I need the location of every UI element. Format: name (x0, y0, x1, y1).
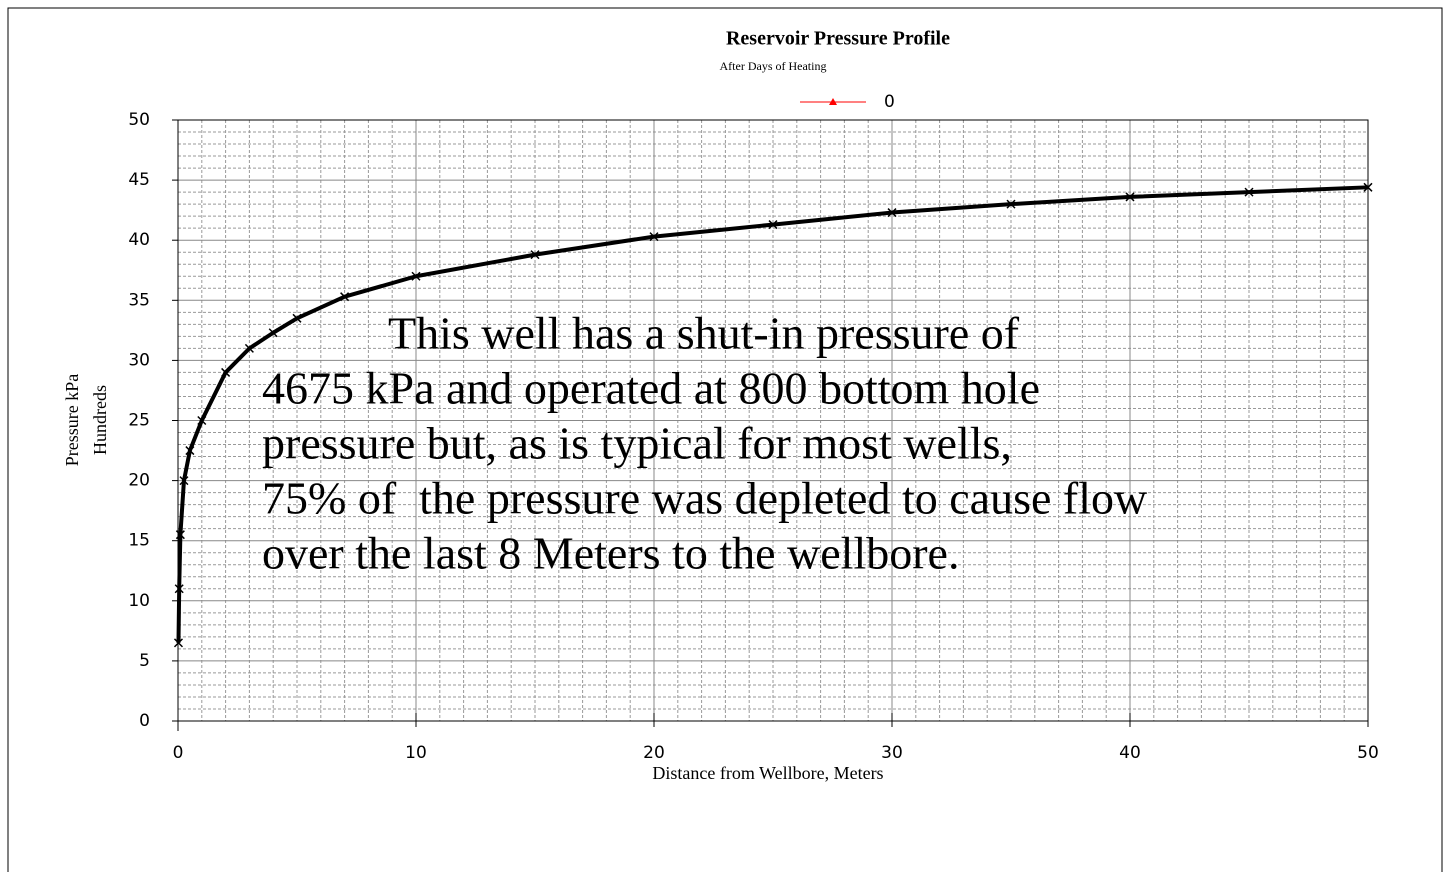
frame (7, 7, 1443, 872)
point-marker (174, 584, 184, 594)
point-marker (530, 250, 540, 260)
y-axis-label: Hundreds (90, 385, 110, 455)
point-marker (1363, 182, 1373, 192)
point-marker (1006, 199, 1016, 209)
x-tick-label: 30 (881, 743, 903, 763)
y-tick-label: 30 (128, 350, 150, 370)
y-tick-label: 20 (128, 471, 150, 491)
y-tick-label: 10 (128, 591, 150, 611)
annotation: 75% of the pressure was depleted to caus… (262, 473, 1148, 524)
y-axis-label: Pressure kPa (62, 374, 82, 467)
point-marker (411, 271, 421, 281)
x-tick-label: 20 (643, 743, 665, 763)
point-marker (1244, 187, 1254, 197)
y-tick-label: 5 (139, 651, 150, 671)
point-marker (887, 208, 897, 218)
y-tick-label: 25 (128, 411, 150, 431)
annotation: pressure but, as is typical for most wel… (262, 418, 1012, 469)
point-marker (179, 476, 189, 486)
data-line (176, 185, 1369, 643)
y-tick-label: 0 (139, 711, 150, 731)
x-tick-label: 50 (1357, 743, 1379, 763)
point-marker (649, 232, 659, 242)
annotation: 4675 kPa and operated at 800 bottom hole (262, 363, 1040, 414)
y-tick-label: 15 (128, 531, 150, 551)
point-marker (185, 446, 195, 456)
x-tick-label: 10 (405, 743, 427, 763)
legend-label: 0 (884, 92, 895, 112)
x-tick-label: 40 (1119, 743, 1141, 763)
point-marker (173, 638, 184, 648)
chart-subtitle: After Days of Heating (720, 59, 827, 73)
point-marker (292, 313, 302, 323)
point-marker (197, 415, 207, 426)
point-marker (768, 220, 778, 230)
legend-marker (829, 98, 837, 105)
y-tick-label: 35 (128, 290, 150, 310)
annotation: over the last 8 Meters to the wellbore. (262, 528, 959, 579)
x-axis-label: Distance from Wellbore, Meters (652, 763, 883, 783)
y-tick-label: 45 (128, 170, 150, 190)
chart-title: Reservoir Pressure Profile (726, 28, 950, 50)
y-tick-label: 40 (128, 230, 150, 250)
y-tick-label: 50 (128, 110, 150, 130)
point-marker (221, 367, 231, 377)
annotation: This well has a shut-in pressure of (388, 308, 1020, 359)
x-tick-label: 0 (173, 743, 184, 763)
point-marker (268, 328, 278, 338)
point-marker (175, 530, 185, 540)
point-marker (1125, 192, 1135, 202)
point-marker (244, 343, 254, 353)
point-marker (340, 292, 350, 302)
